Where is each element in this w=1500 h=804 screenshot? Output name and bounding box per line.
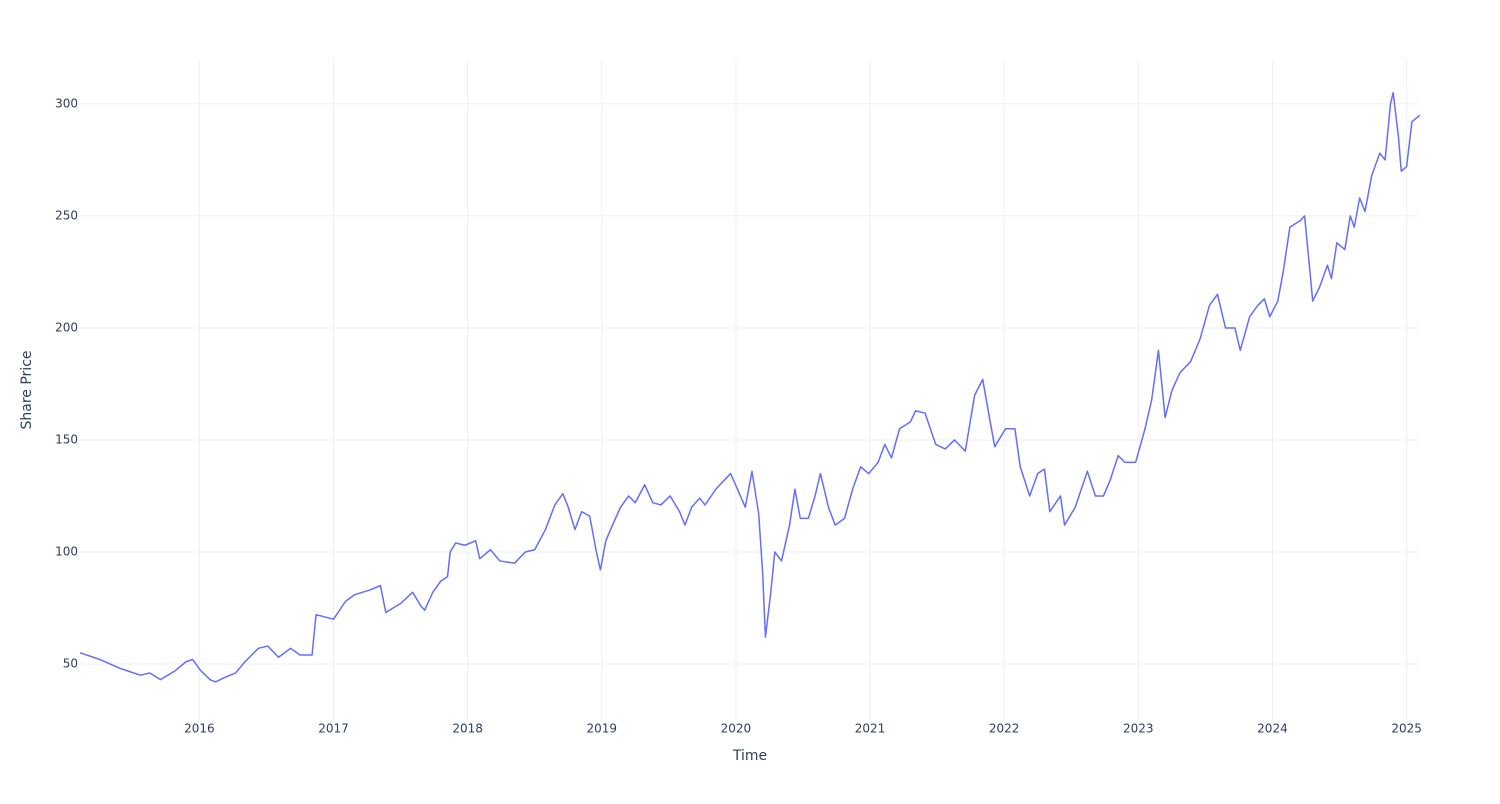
- x-tick-label: 2019: [587, 722, 618, 736]
- x-tick-label: 2017: [318, 722, 349, 736]
- y-tick-label: 100: [55, 544, 78, 558]
- y-tick-label: 250: [55, 208, 78, 222]
- x-axis-title: Time: [732, 748, 767, 764]
- y-tick-label: 300: [55, 96, 78, 110]
- x-tick-label: 2025: [1391, 722, 1422, 736]
- x-tick-label: 2021: [855, 722, 886, 736]
- x-tick-label: 2023: [1123, 722, 1154, 736]
- x-tick-label: 2018: [452, 722, 483, 736]
- price-line: [79, 91, 1421, 683]
- y-tick-label: 200: [55, 320, 78, 334]
- x-tick-label: 2020: [721, 722, 752, 736]
- y-tick-label: 150: [55, 432, 78, 446]
- y-tick-label: 50: [63, 656, 78, 670]
- x-tick-label: 2016: [184, 722, 215, 736]
- x-tick-label: 2022: [989, 722, 1020, 736]
- x-tick-label: 2024: [1257, 722, 1288, 736]
- y-axis-title: Share Price: [19, 350, 35, 429]
